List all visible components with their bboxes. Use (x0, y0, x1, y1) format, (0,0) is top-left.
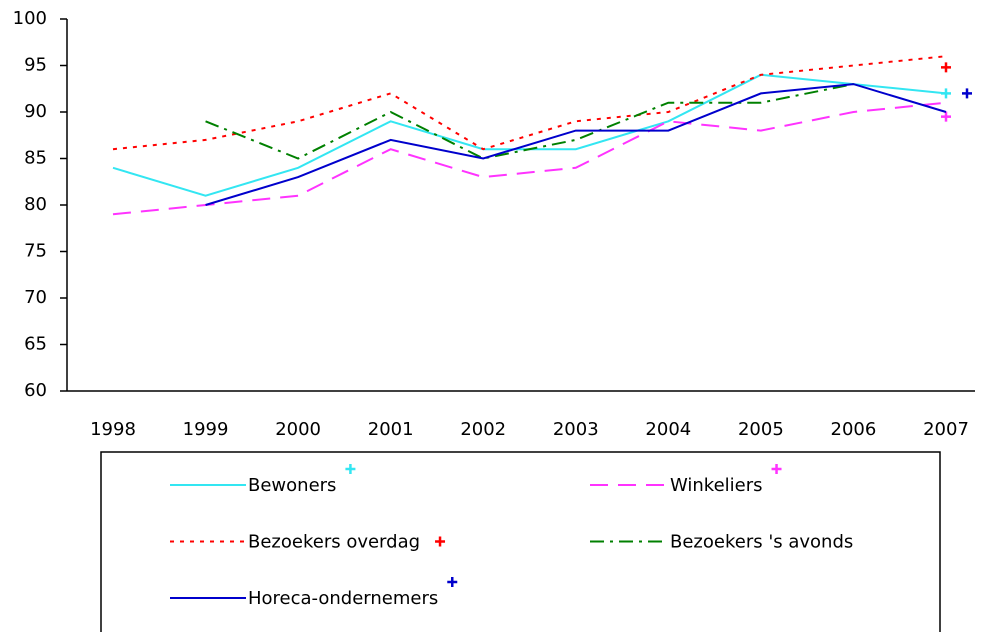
x-tick-label: 2007 (923, 419, 969, 440)
y-tick-label: 80 (24, 194, 47, 215)
legend-label: Winkeliers (670, 475, 763, 496)
x-tick-label: 2001 (368, 419, 414, 440)
y-tick-label: 70 (24, 287, 47, 308)
series-line (205, 83, 854, 160)
series-line (112, 55, 947, 151)
series-line (205, 83, 947, 206)
x-tick-label: 2000 (275, 419, 321, 440)
x-tick-label: 1999 (183, 419, 229, 440)
x-tick-label: 2005 (738, 419, 784, 440)
series-line (112, 101, 947, 216)
y-tick-label: 95 (24, 55, 47, 76)
legend-box (100, 451, 941, 632)
x-tick-label: 2006 (831, 419, 877, 440)
x-tick-label: 2002 (460, 419, 506, 440)
legend-label: Bezoekers overdag (248, 532, 420, 553)
y-tick-label: 100 (13, 8, 47, 29)
legend-label: Bezoekers 's avonds (670, 532, 853, 553)
legend-label: Bewoners (248, 475, 336, 496)
x-tick-label: 1998 (90, 419, 136, 440)
y-tick-label: 85 (24, 148, 47, 169)
y-tick-label: 90 (24, 101, 47, 122)
x-tick-label: 2004 (645, 419, 691, 440)
legend-label: Horeca-ondernemers (248, 588, 438, 609)
x-tick-label: 2003 (553, 419, 599, 440)
y-tick-label: 60 (24, 380, 47, 401)
y-tick-label: 65 (24, 334, 47, 355)
y-tick-label: 75 (24, 241, 47, 262)
